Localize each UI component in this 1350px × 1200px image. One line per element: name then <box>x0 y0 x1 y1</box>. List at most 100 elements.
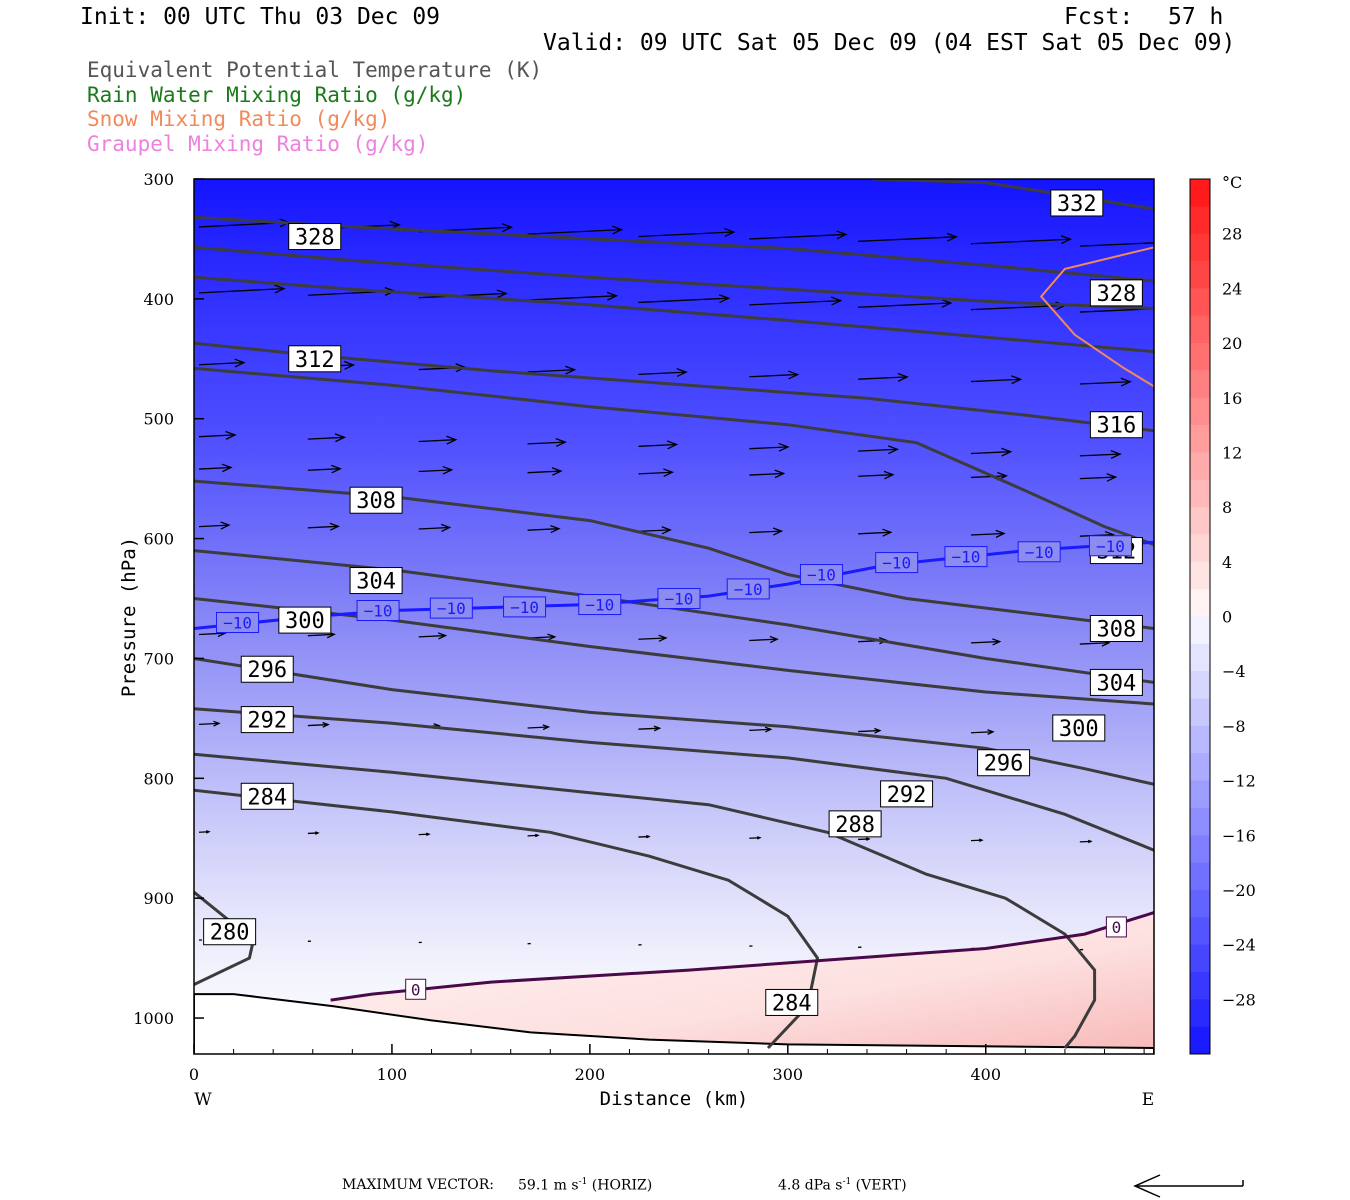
wind-vector <box>858 531 891 535</box>
wind-vector-head <box>213 720 221 727</box>
wind-vector <box>1079 476 1116 480</box>
wind-vector-head <box>658 634 668 642</box>
theta-e-labels: 3323283283123163083123043003082963042923… <box>203 189 1143 1016</box>
temperature-labels: −10 −10 −10 −10 −10 −10 −10 −10 −10 −10 −10 −10 0 0 <box>216 535 1132 1000</box>
forecast-label: Fcst: <box>1064 4 1134 30</box>
wind-vector-head <box>343 360 356 370</box>
theta-e-contour-324 <box>194 245 1154 310</box>
wind-vector <box>307 633 335 637</box>
colorbar-segment <box>1190 643 1210 672</box>
wind-vector <box>418 833 430 836</box>
wind-vector-head <box>205 830 211 834</box>
wind-vector-head <box>831 296 843 306</box>
wind-vector <box>858 448 898 452</box>
wind-vector-head <box>1060 235 1073 245</box>
reference-vector <box>1133 1174 1244 1198</box>
theta-e-label: 284 <box>765 988 819 1016</box>
wind-vector-head <box>564 365 577 375</box>
colorbar-tick-label: 20 <box>1222 334 1242 353</box>
wind-vector-head <box>225 430 237 440</box>
colorbar-segment <box>1190 835 1210 864</box>
max-vector-vert: 4.8 dPa s-1 (VERT) <box>778 1177 907 1194</box>
wind-vector <box>970 640 1000 644</box>
wind-vector-head <box>542 724 551 731</box>
snow-mixing-contour <box>1039 246 1154 388</box>
wind-vector-head <box>322 721 330 728</box>
terrain-mask <box>194 993 1154 1054</box>
forecast-hour: 57 h <box>1168 4 1224 30</box>
wind-vector-head <box>1110 449 1122 459</box>
wind-vector-head <box>534 833 540 838</box>
colorbar-tick-label: 24 <box>1222 279 1242 298</box>
x-axis: 0 100 200 300 400 <box>189 1044 1145 1084</box>
wind-vector <box>749 728 771 732</box>
wind-vector-head <box>496 289 508 299</box>
y-axis: 300 400 500 600 700 800 900 1000 <box>133 170 204 1028</box>
svg-text:316: 316 <box>1097 414 1137 439</box>
wind-vector-head <box>661 526 672 535</box>
wind-vector-head <box>946 232 958 242</box>
wind-vector <box>858 474 894 477</box>
svg-text:292: 292 <box>887 783 927 808</box>
wind-vector <box>970 378 1021 383</box>
svg-text:284: 284 <box>772 991 812 1016</box>
theta-e-label: 316 <box>1089 411 1143 439</box>
theta-e-label: 296 <box>977 749 1031 777</box>
wind-vector <box>749 837 761 839</box>
wind-vector-head <box>446 435 458 445</box>
svg-text:288: 288 <box>835 813 875 838</box>
wind-vector-head <box>551 467 563 476</box>
colorbar-segment <box>1190 671 1210 700</box>
colorbar-segment <box>1190 343 1210 371</box>
colorbar-segment <box>1190 616 1210 645</box>
colorbar-tick-label: 12 <box>1222 443 1242 462</box>
svg-text:−10: −10 <box>882 554 911 573</box>
wind-vector-head <box>774 469 786 479</box>
colorbar-segment <box>1190 589 1210 617</box>
colorbar-segment <box>1190 999 1210 1028</box>
colorbar-segment <box>1190 917 1210 946</box>
wind-vector-head <box>550 524 561 534</box>
wind-vector <box>638 443 677 447</box>
wind-vector-head <box>314 831 320 835</box>
wind-vector-head <box>1106 473 1118 482</box>
wind-vector <box>749 299 841 306</box>
theta-e-contour-288 <box>194 752 1097 1049</box>
wind-vector <box>970 475 1007 479</box>
init-time: Init: 00 UTC Thu 03 Dec 09 <box>80 4 441 30</box>
theta-e-label: 304 <box>349 567 403 595</box>
field-label-graupel: Graupel Mixing Ratio (g/kg) <box>87 132 429 156</box>
east-label: E <box>1142 1090 1154 1110</box>
wind-vector-head <box>606 291 619 301</box>
colorbar-tick-label: −20 <box>1222 881 1256 900</box>
wind-vector-head <box>865 837 871 841</box>
svg-text:304: 304 <box>356 570 396 595</box>
svg-text:−10: −10 <box>364 602 393 621</box>
wind-vector <box>638 297 729 304</box>
wind-vector <box>418 526 450 530</box>
wind-vector <box>527 441 566 445</box>
svg-text:328: 328 <box>295 226 335 251</box>
temperature-label: −10 <box>726 578 770 600</box>
temperature-label: 0 <box>1105 916 1127 938</box>
wind-vector <box>527 834 539 837</box>
wind-vector <box>749 373 798 378</box>
wind-vector <box>198 722 220 726</box>
wind-vector-head <box>788 370 800 380</box>
wind-vector-head <box>987 729 995 735</box>
temperature-label: −10 <box>429 597 473 619</box>
svg-text:−10: −10 <box>952 548 981 567</box>
wind-vector-head <box>978 838 984 843</box>
svg-text:308: 308 <box>1097 617 1137 642</box>
max-vector-horiz: 59.1 m s-1 (HORIZ) <box>518 1177 653 1194</box>
max-vector-label: MAXIMUM VECTOR: <box>342 1177 494 1193</box>
wind-vector-head <box>442 465 454 475</box>
svg-text:−10: −10 <box>664 590 693 609</box>
wind-vector-head <box>329 522 340 531</box>
colorbar-segment <box>1190 179 1210 207</box>
theta-e-label: 304 <box>1089 668 1143 696</box>
colorbar-segment <box>1190 534 1210 563</box>
theta-e-contour-304 <box>194 549 1154 684</box>
wind-vector <box>749 472 784 476</box>
colorbar-segment <box>1190 889 1210 918</box>
